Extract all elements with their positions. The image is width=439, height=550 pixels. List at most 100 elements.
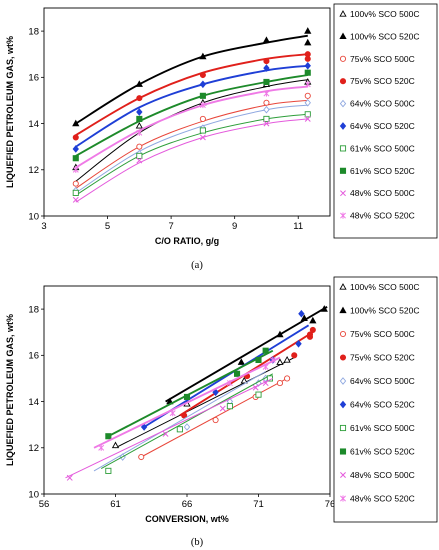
data-point — [72, 134, 79, 141]
data-point — [284, 375, 291, 382]
data-point — [320, 305, 328, 312]
legend-item: 75v% SCO 520C — [339, 76, 415, 86]
legend-marker — [339, 55, 347, 62]
legend-label: 48v% SCO 500C — [350, 188, 415, 198]
series-2 — [72, 27, 312, 127]
data-point — [183, 423, 191, 431]
data-point — [262, 347, 269, 354]
legend-label: 100v% SCO 500C — [350, 282, 419, 292]
plot-area — [43, 7, 331, 217]
legend-item: 100v% SCO 520C — [339, 306, 419, 316]
data-point — [181, 412, 188, 419]
legend-item: 100v% SCO 500C — [339, 9, 419, 19]
data-point — [263, 120, 270, 127]
legend-marker — [340, 190, 346, 197]
series-3 — [138, 375, 291, 461]
data-point — [304, 61, 311, 70]
series-8 — [72, 69, 311, 162]
data-point — [263, 115, 270, 122]
data-point — [219, 405, 226, 412]
series-10 — [93, 356, 281, 451]
legend-marker — [339, 448, 347, 455]
legend-label: 64v% SCO 520C — [350, 121, 415, 131]
x-tick-label: 9 — [232, 221, 237, 232]
data-point — [304, 27, 312, 34]
legend-label: 61v% SCO 500C — [350, 423, 415, 433]
legend-item: 61v% SCO 520C — [339, 166, 415, 176]
data-point — [263, 99, 270, 106]
x-tick-label: 5 — [105, 221, 110, 232]
data-point — [304, 98, 311, 107]
y-axis: 10 12 14 16 18 — [28, 27, 44, 222]
legend-item: 48v% SCO 520C — [340, 494, 415, 504]
legend: 100v% SCO 500C 100v% SCO 520C 75v% SCO 500… — [333, 3, 438, 239]
legend-item: 48v% SCO 520C — [340, 211, 415, 221]
data-point — [300, 314, 308, 322]
legend-marker — [339, 78, 347, 85]
legend-label: 48v% SCO 520C — [350, 494, 415, 504]
legend-marker — [339, 167, 347, 174]
legend-label: 75v% SCO 520C — [350, 353, 415, 363]
chart-a: 3 5 7 9 11 10 12 14 16 18 C/O RATIO, g/g LIQUEFIED … — [5, 3, 438, 271]
legend-marker — [340, 472, 346, 478]
legend-label: 61v% SCO 520C — [350, 166, 415, 176]
legend-item: 64v% SCO 520C — [339, 400, 415, 410]
data-point — [233, 370, 241, 377]
y-tick-label: 14 — [28, 397, 39, 408]
panel-label: (b) — [191, 537, 204, 548]
data-point — [263, 78, 270, 86]
data-point — [262, 363, 269, 371]
data-point — [140, 423, 148, 431]
data-point — [291, 352, 298, 359]
y-tick-label: 12 — [28, 443, 39, 454]
y-tick-label: 10 — [28, 211, 39, 222]
data-point — [199, 115, 206, 122]
data-point — [72, 155, 79, 162]
data-point — [72, 180, 79, 187]
data-point — [72, 166, 79, 173]
data-point — [183, 393, 191, 400]
data-point — [72, 119, 80, 127]
legend-label: 75v% SCO 500C — [350, 329, 415, 339]
series-9 — [65, 377, 274, 481]
series-1 — [111, 356, 295, 449]
legend-marker — [340, 495, 346, 502]
legend-marker — [340, 212, 346, 219]
legend-marker — [339, 330, 347, 338]
x-axis: 56 61 66 71 76 — [39, 494, 335, 510]
legend-item: 75v% SCO 500C — [339, 54, 415, 64]
trend-line — [165, 305, 328, 403]
trend-line — [107, 349, 274, 438]
x-tick-label: 11 — [293, 221, 303, 232]
legend: 100v% SCO 500C 100v% SCO 520C 75v% SCO 500… — [333, 276, 438, 523]
data-point — [240, 376, 248, 384]
series-2 — [165, 305, 328, 405]
data-point — [136, 157, 143, 164]
legend-marker — [339, 400, 347, 409]
y-tick-label: 18 — [28, 27, 39, 38]
data-point — [136, 152, 143, 159]
x-tick-label: 56 — [39, 499, 50, 510]
data-point — [276, 380, 284, 387]
data-point — [135, 80, 143, 87]
y-axis-label: LIQUEFIED PETROLEUM GAS, wt% — [5, 36, 15, 188]
data-point — [199, 52, 207, 60]
legend-item: 64v% SCO 520C — [339, 121, 415, 131]
data-point — [105, 467, 112, 474]
legend-marker — [339, 10, 347, 17]
data-point — [135, 121, 143, 129]
x-tick-label: 7 — [168, 221, 173, 232]
data-point — [283, 356, 291, 363]
legend-label: 75v% SCO 500C — [350, 54, 415, 64]
data-point — [304, 38, 312, 46]
panel-label: (a) — [191, 260, 203, 271]
data-point — [255, 356, 262, 364]
data-point — [72, 145, 79, 153]
series-8 — [105, 347, 274, 440]
trend-line — [75, 34, 308, 125]
legend-item: 61v% SCO 520C — [339, 447, 415, 457]
y-tick-label: 16 — [28, 351, 39, 362]
x-tick-label: 3 — [41, 221, 46, 232]
x-axis-label: CONVERSION, wt% — [145, 514, 229, 524]
